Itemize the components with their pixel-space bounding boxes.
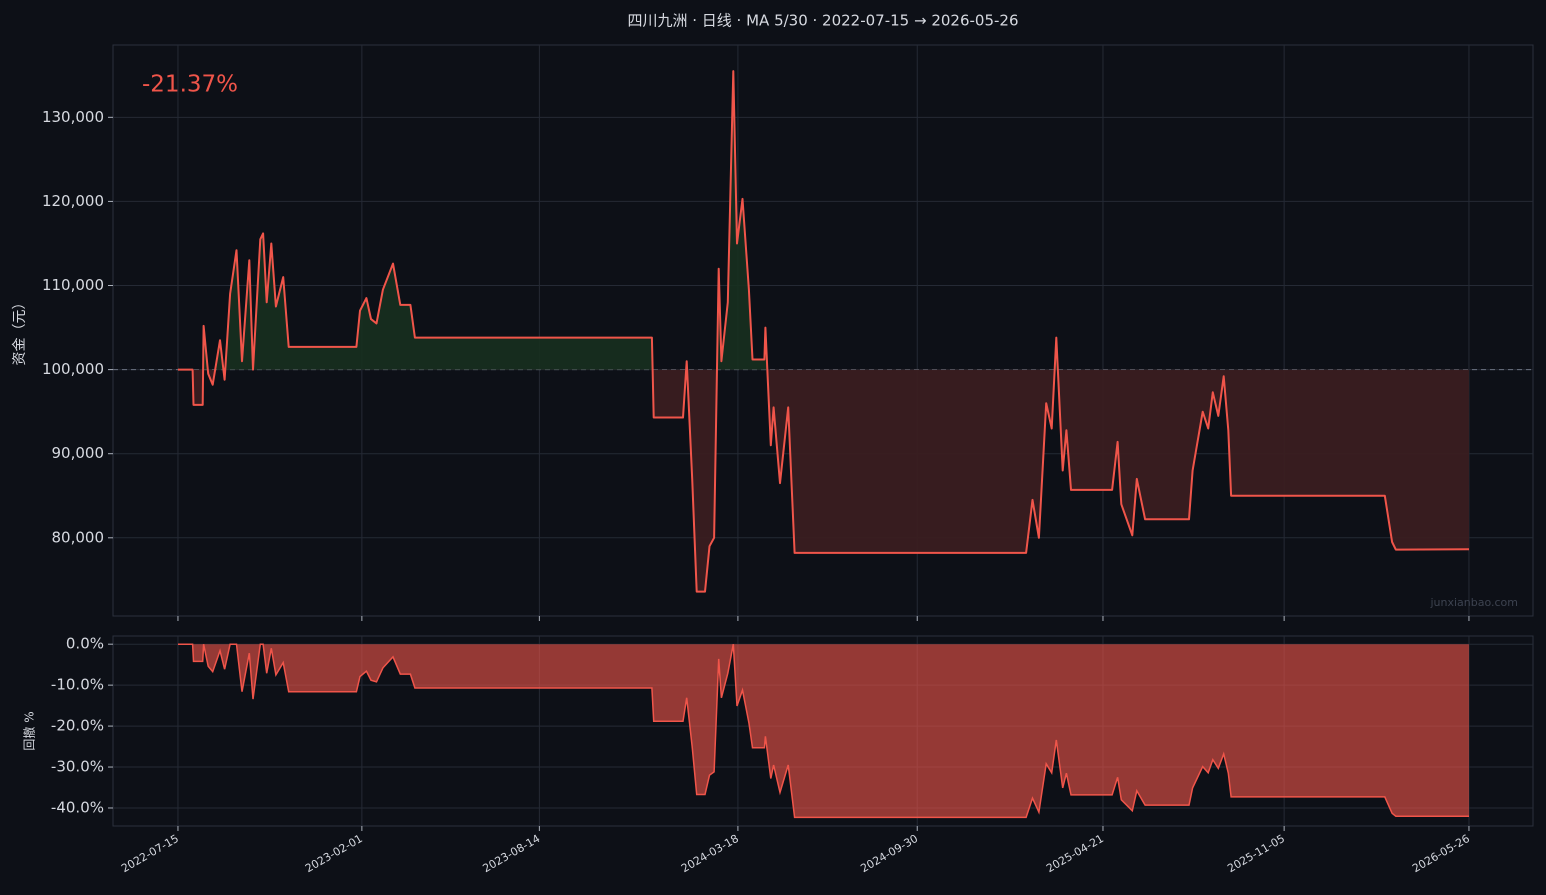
y-tick-label: 130,000 bbox=[42, 108, 104, 126]
x-tick-label: 2025-11-05 bbox=[1225, 832, 1287, 875]
watermark: junxianbao.com bbox=[1429, 596, 1518, 609]
x-tick-label: 2024-09-30 bbox=[858, 832, 920, 875]
y-axis-label: 资金（元） bbox=[12, 296, 28, 366]
chart-title: 四川九洲 · 日线 · MA 5/30 · 2022-07-15 → 2026-… bbox=[627, 12, 1018, 30]
plot-frame bbox=[112, 635, 1534, 827]
loss-area bbox=[177, 369, 1469, 592]
x-tick-label: 2023-08-14 bbox=[480, 832, 542, 875]
y-tick-label: 110,000 bbox=[42, 276, 104, 294]
x-tick-label: 2022-07-15 bbox=[119, 832, 181, 875]
y-tick-label: 120,000 bbox=[42, 192, 104, 210]
drawdown-line bbox=[178, 643, 1469, 819]
return-annotation: -21.37% bbox=[142, 72, 238, 98]
y-axis-label: 回撤 % bbox=[22, 711, 37, 750]
plot-frame bbox=[112, 44, 1534, 617]
y-tick-label: -40.0% bbox=[51, 798, 104, 816]
y-tick-label: -30.0% bbox=[51, 758, 104, 776]
y-tick-label: 0.0% bbox=[66, 635, 104, 653]
drawdown-area bbox=[177, 644, 1470, 818]
y-tick-label: -10.0% bbox=[51, 676, 104, 694]
x-tick-label: 2024-03-18 bbox=[679, 832, 741, 875]
y-tick-label: 100,000 bbox=[42, 360, 104, 378]
y-tick-label: 80,000 bbox=[52, 528, 105, 546]
x-tick-label: 2023-02-01 bbox=[303, 832, 365, 875]
x-tick-label: 2026-05-26 bbox=[1410, 832, 1472, 875]
x-tick-label: 2025-04-21 bbox=[1044, 832, 1106, 875]
equity-line bbox=[178, 70, 1470, 593]
y-tick-label: -20.0% bbox=[51, 717, 104, 735]
y-tick-label: 90,000 bbox=[52, 444, 105, 462]
